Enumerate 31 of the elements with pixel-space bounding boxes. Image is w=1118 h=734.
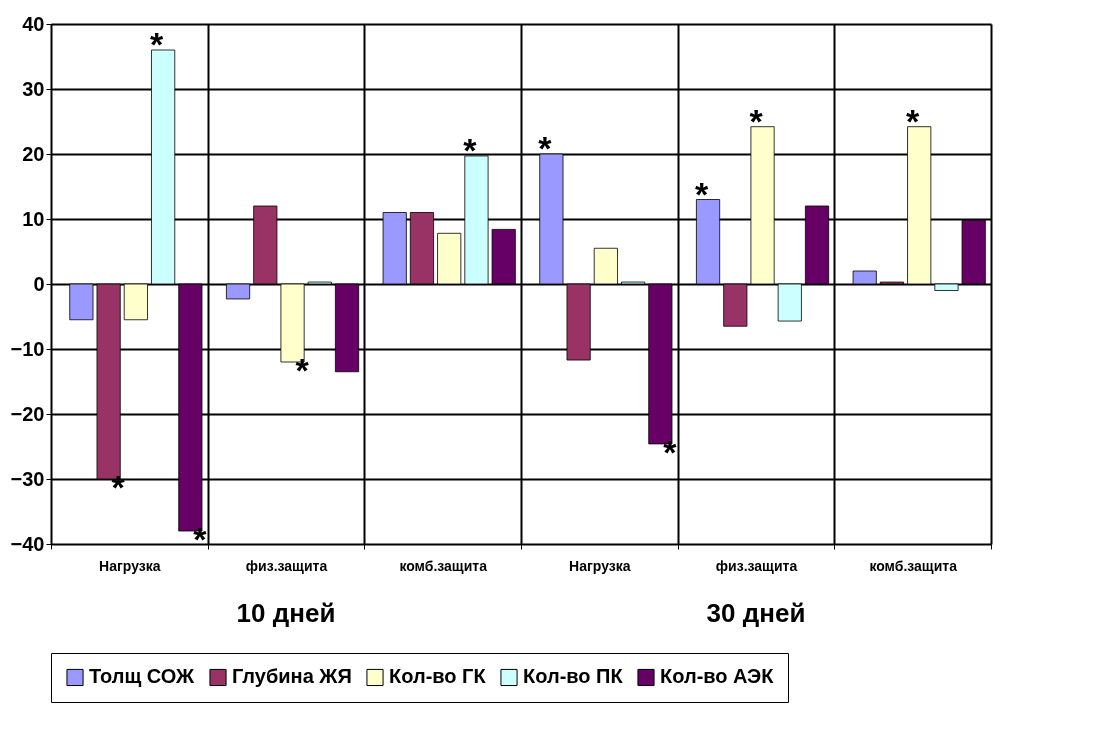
legend-label: Кол-во ПК (523, 665, 624, 688)
text: 30 дней (706, 598, 806, 628)
data-label: * (538, 129, 553, 167)
data-label: * (906, 101, 921, 140)
y-tick-label: 30 (22, 77, 45, 100)
data-label: * (663, 432, 678, 471)
data-label: * (193, 520, 208, 558)
y-tick-label: −20 (10, 402, 45, 425)
data-label: * (694, 174, 709, 213)
legend-label: Кол-во АЭК (660, 665, 775, 688)
x-tick-label: комб.защита (869, 557, 958, 574)
x-tick-label: Нагрузка (569, 557, 631, 574)
text: 10 дней (236, 598, 336, 628)
data-label: * (463, 130, 478, 169)
y-tick-label: 10 (22, 207, 45, 230)
x-tick-label: физ.защита (715, 557, 798, 574)
data-label: * (749, 101, 764, 140)
y-tick-label: −10 (10, 337, 45, 360)
x-tick-label: комб.защита (399, 557, 488, 574)
y-tick-label: −40 (10, 532, 45, 555)
y-tick-label: 0 (33, 272, 45, 295)
x-tick-label: Нагрузка (99, 557, 161, 574)
legend-label: Толщ СОЖ (89, 665, 196, 688)
legend-label: Кол-во ГК (389, 665, 487, 688)
legend-label: Глубина ЖЯ (232, 665, 352, 688)
data-label: * (295, 351, 310, 389)
y-tick-label: 20 (22, 142, 45, 165)
data-label: * (149, 25, 164, 63)
y-tick-label: 40 (22, 12, 45, 35)
y-tick-label: −30 (10, 467, 45, 490)
x-tick-label: физ.защита (245, 557, 328, 574)
